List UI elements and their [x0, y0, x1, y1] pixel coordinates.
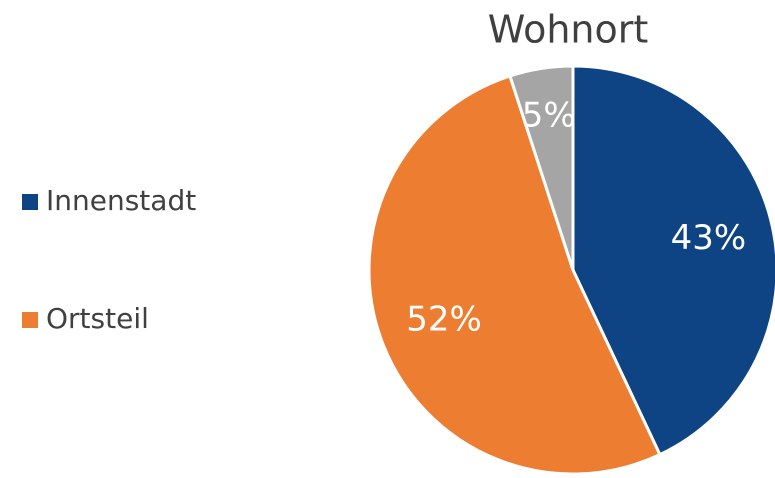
legend-swatch	[22, 312, 38, 328]
legend-label: Innenstadt	[46, 184, 196, 217]
chart-title: Wohnort	[488, 8, 649, 52]
pie-slice	[367, 74, 662, 476]
data-label: 43%	[671, 218, 747, 258]
legend-swatch	[22, 194, 38, 210]
legend-label: Ortsteil	[46, 302, 149, 335]
pie-slice	[571, 64, 775, 457]
data-label: 52%	[406, 300, 482, 340]
pie-slice	[508, 64, 575, 271]
data-label: 5%	[522, 95, 576, 135]
